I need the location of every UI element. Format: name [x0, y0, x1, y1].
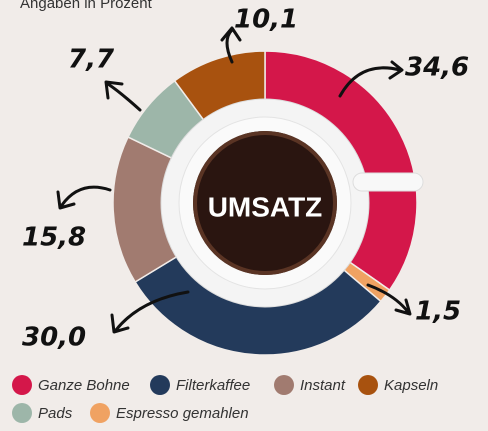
legend-swatch: [150, 375, 170, 395]
legend-swatch: [274, 375, 294, 395]
legend-label: Pads: [38, 405, 73, 422]
value-label: 10,1: [234, 5, 298, 35]
value-label: 34,6: [405, 53, 469, 83]
legend-swatch: [12, 375, 32, 395]
legend-label: Espresso gemahlen: [116, 405, 249, 422]
center-label: UMSATZ: [208, 191, 323, 222]
legend-swatch: [90, 403, 110, 423]
chart: Angaben in Prozent UMSATZ 34,6 1,5 30,0 15,8…: [0, 0, 488, 426]
legend-label: Kapseln: [384, 377, 438, 394]
value-label: 7,7: [68, 45, 115, 75]
label-arrow: [58, 187, 110, 208]
legend-label: Instant: [300, 377, 346, 394]
value-label: 15,8: [22, 223, 86, 253]
legend-swatch: [12, 403, 32, 423]
value-label: 1,5: [415, 297, 461, 327]
legend-label: Filterkaffee: [176, 377, 250, 394]
cup-handle: [353, 173, 423, 191]
chart-subtitle: Angaben in Prozent: [20, 0, 153, 12]
legend-swatch: [358, 375, 378, 395]
legend-label: Ganze Bohne: [38, 377, 130, 394]
label-arrow: [106, 82, 140, 110]
value-label: 30,0: [22, 323, 86, 353]
